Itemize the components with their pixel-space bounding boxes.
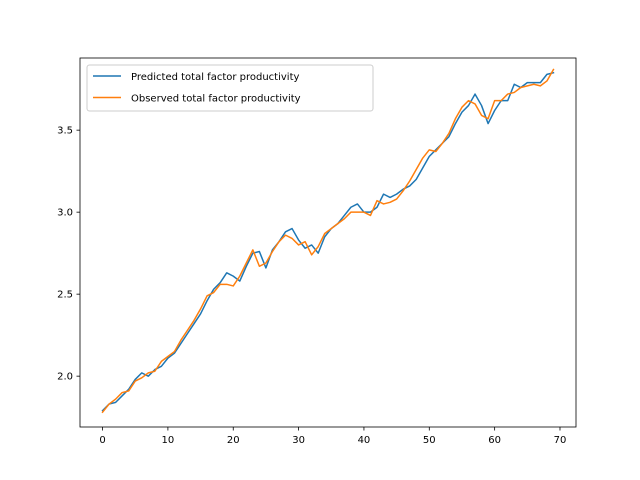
y-axis: 2.0 2.5 3.0 3.5 bbox=[57, 126, 80, 383]
x-tick-label: 40 bbox=[358, 435, 371, 446]
legend-box bbox=[86, 64, 374, 112]
x-tick-label: 30 bbox=[292, 435, 305, 446]
x-tick-label: 20 bbox=[227, 435, 240, 446]
x-tick-label: 60 bbox=[488, 435, 501, 446]
series-line-1 bbox=[101, 68, 555, 414]
y-tick-label: 3.5 bbox=[57, 126, 73, 137]
legend-label-1: Observed total factor productivity bbox=[131, 94, 301, 105]
x-tick-label: 10 bbox=[162, 435, 175, 446]
y-tick-label: 3.0 bbox=[57, 208, 73, 219]
x-tick-label: 50 bbox=[423, 435, 436, 446]
plot-area-frame bbox=[79, 57, 577, 428]
legend-label-0: Predicted total factor productivity bbox=[131, 72, 300, 83]
x-axis: 0 10 20 30 40 50 60 70 bbox=[99, 427, 566, 446]
legend: Predicted total factor productivity Obser… bbox=[86, 64, 374, 112]
y-tick-label: 2.0 bbox=[57, 372, 73, 383]
series-layer bbox=[101, 68, 555, 414]
x-tick-label: 0 bbox=[99, 435, 105, 446]
x-tick-label: 70 bbox=[554, 435, 567, 446]
y-tick-label: 2.5 bbox=[57, 290, 73, 301]
series-line-0 bbox=[101, 71, 555, 412]
